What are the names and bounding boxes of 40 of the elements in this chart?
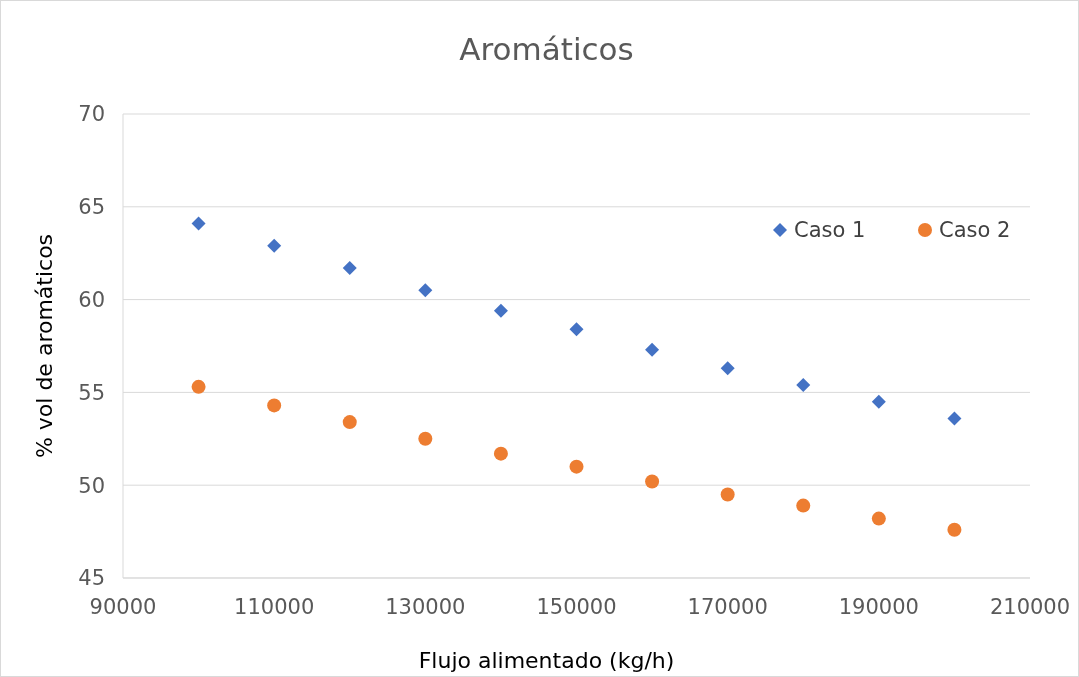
point xyxy=(342,415,357,430)
point xyxy=(947,411,962,426)
point xyxy=(796,498,811,513)
point xyxy=(871,394,886,409)
point xyxy=(569,459,584,474)
point xyxy=(720,361,735,376)
x-tick-label: 90000 xyxy=(89,595,157,619)
point xyxy=(267,238,282,253)
point xyxy=(493,446,508,461)
point xyxy=(645,474,660,489)
x-tick-label: 190000 xyxy=(838,595,919,619)
y-tick-label: 60 xyxy=(78,287,105,312)
y-tick-label: 50 xyxy=(78,473,105,498)
y-tick-label: 70 xyxy=(78,102,105,127)
point xyxy=(720,487,735,502)
x-tick-label: 150000 xyxy=(536,595,617,619)
point xyxy=(418,431,433,446)
legend-label: Caso 2 xyxy=(939,218,1011,243)
x-tick-label: 170000 xyxy=(687,595,768,619)
y-axis-title: % vol de aromáticos xyxy=(32,233,57,459)
y-tick-label: 45 xyxy=(78,566,105,591)
y-tick-label: 55 xyxy=(78,380,105,405)
point xyxy=(493,303,508,318)
point xyxy=(418,283,433,298)
chart-title: Aromáticos xyxy=(459,31,634,67)
x-tick-label: 130000 xyxy=(385,595,466,619)
point xyxy=(191,216,206,231)
legend-label: Caso 1 xyxy=(794,218,866,243)
point xyxy=(645,342,660,357)
y-tick-label: 65 xyxy=(78,195,105,220)
point xyxy=(796,377,811,392)
point xyxy=(569,322,584,337)
point xyxy=(342,261,357,276)
point xyxy=(191,379,206,394)
x-axis-title: Flujo alimentado (kg/h) xyxy=(418,648,675,673)
point xyxy=(267,398,282,413)
x-tick-label: 210000 xyxy=(989,595,1071,619)
point xyxy=(947,522,962,537)
x-tick-label: 110000 xyxy=(234,595,315,619)
point xyxy=(871,511,886,526)
